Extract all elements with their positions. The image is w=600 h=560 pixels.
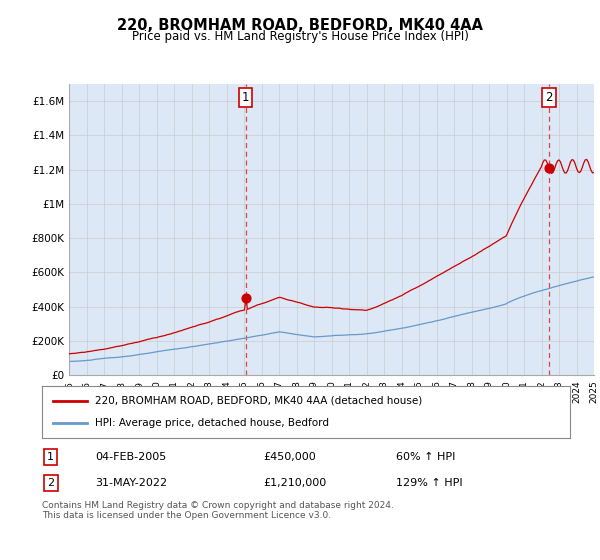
Point bbox=[241, 293, 250, 302]
Point bbox=[544, 164, 554, 172]
Text: Price paid vs. HM Land Registry's House Price Index (HPI): Price paid vs. HM Land Registry's House … bbox=[131, 30, 469, 43]
Text: 220, BROMHAM ROAD, BEDFORD, MK40 4AA (detached house): 220, BROMHAM ROAD, BEDFORD, MK40 4AA (de… bbox=[95, 396, 422, 406]
Text: 1: 1 bbox=[47, 452, 54, 462]
Text: 04-FEB-2005: 04-FEB-2005 bbox=[95, 452, 166, 462]
Text: 220, BROMHAM ROAD, BEDFORD, MK40 4AA: 220, BROMHAM ROAD, BEDFORD, MK40 4AA bbox=[117, 18, 483, 33]
Text: 60% ↑ HPI: 60% ↑ HPI bbox=[396, 452, 455, 462]
Text: Contains HM Land Registry data © Crown copyright and database right 2024.
This d: Contains HM Land Registry data © Crown c… bbox=[42, 501, 394, 520]
Text: 1: 1 bbox=[242, 91, 250, 104]
Text: 2: 2 bbox=[545, 91, 553, 104]
Text: 31-MAY-2022: 31-MAY-2022 bbox=[95, 478, 167, 488]
Text: HPI: Average price, detached house, Bedford: HPI: Average price, detached house, Bedf… bbox=[95, 418, 329, 428]
Text: 2: 2 bbox=[47, 478, 55, 488]
Text: £450,000: £450,000 bbox=[264, 452, 317, 462]
Text: 129% ↑ HPI: 129% ↑ HPI bbox=[396, 478, 463, 488]
Text: £1,210,000: £1,210,000 bbox=[264, 478, 327, 488]
